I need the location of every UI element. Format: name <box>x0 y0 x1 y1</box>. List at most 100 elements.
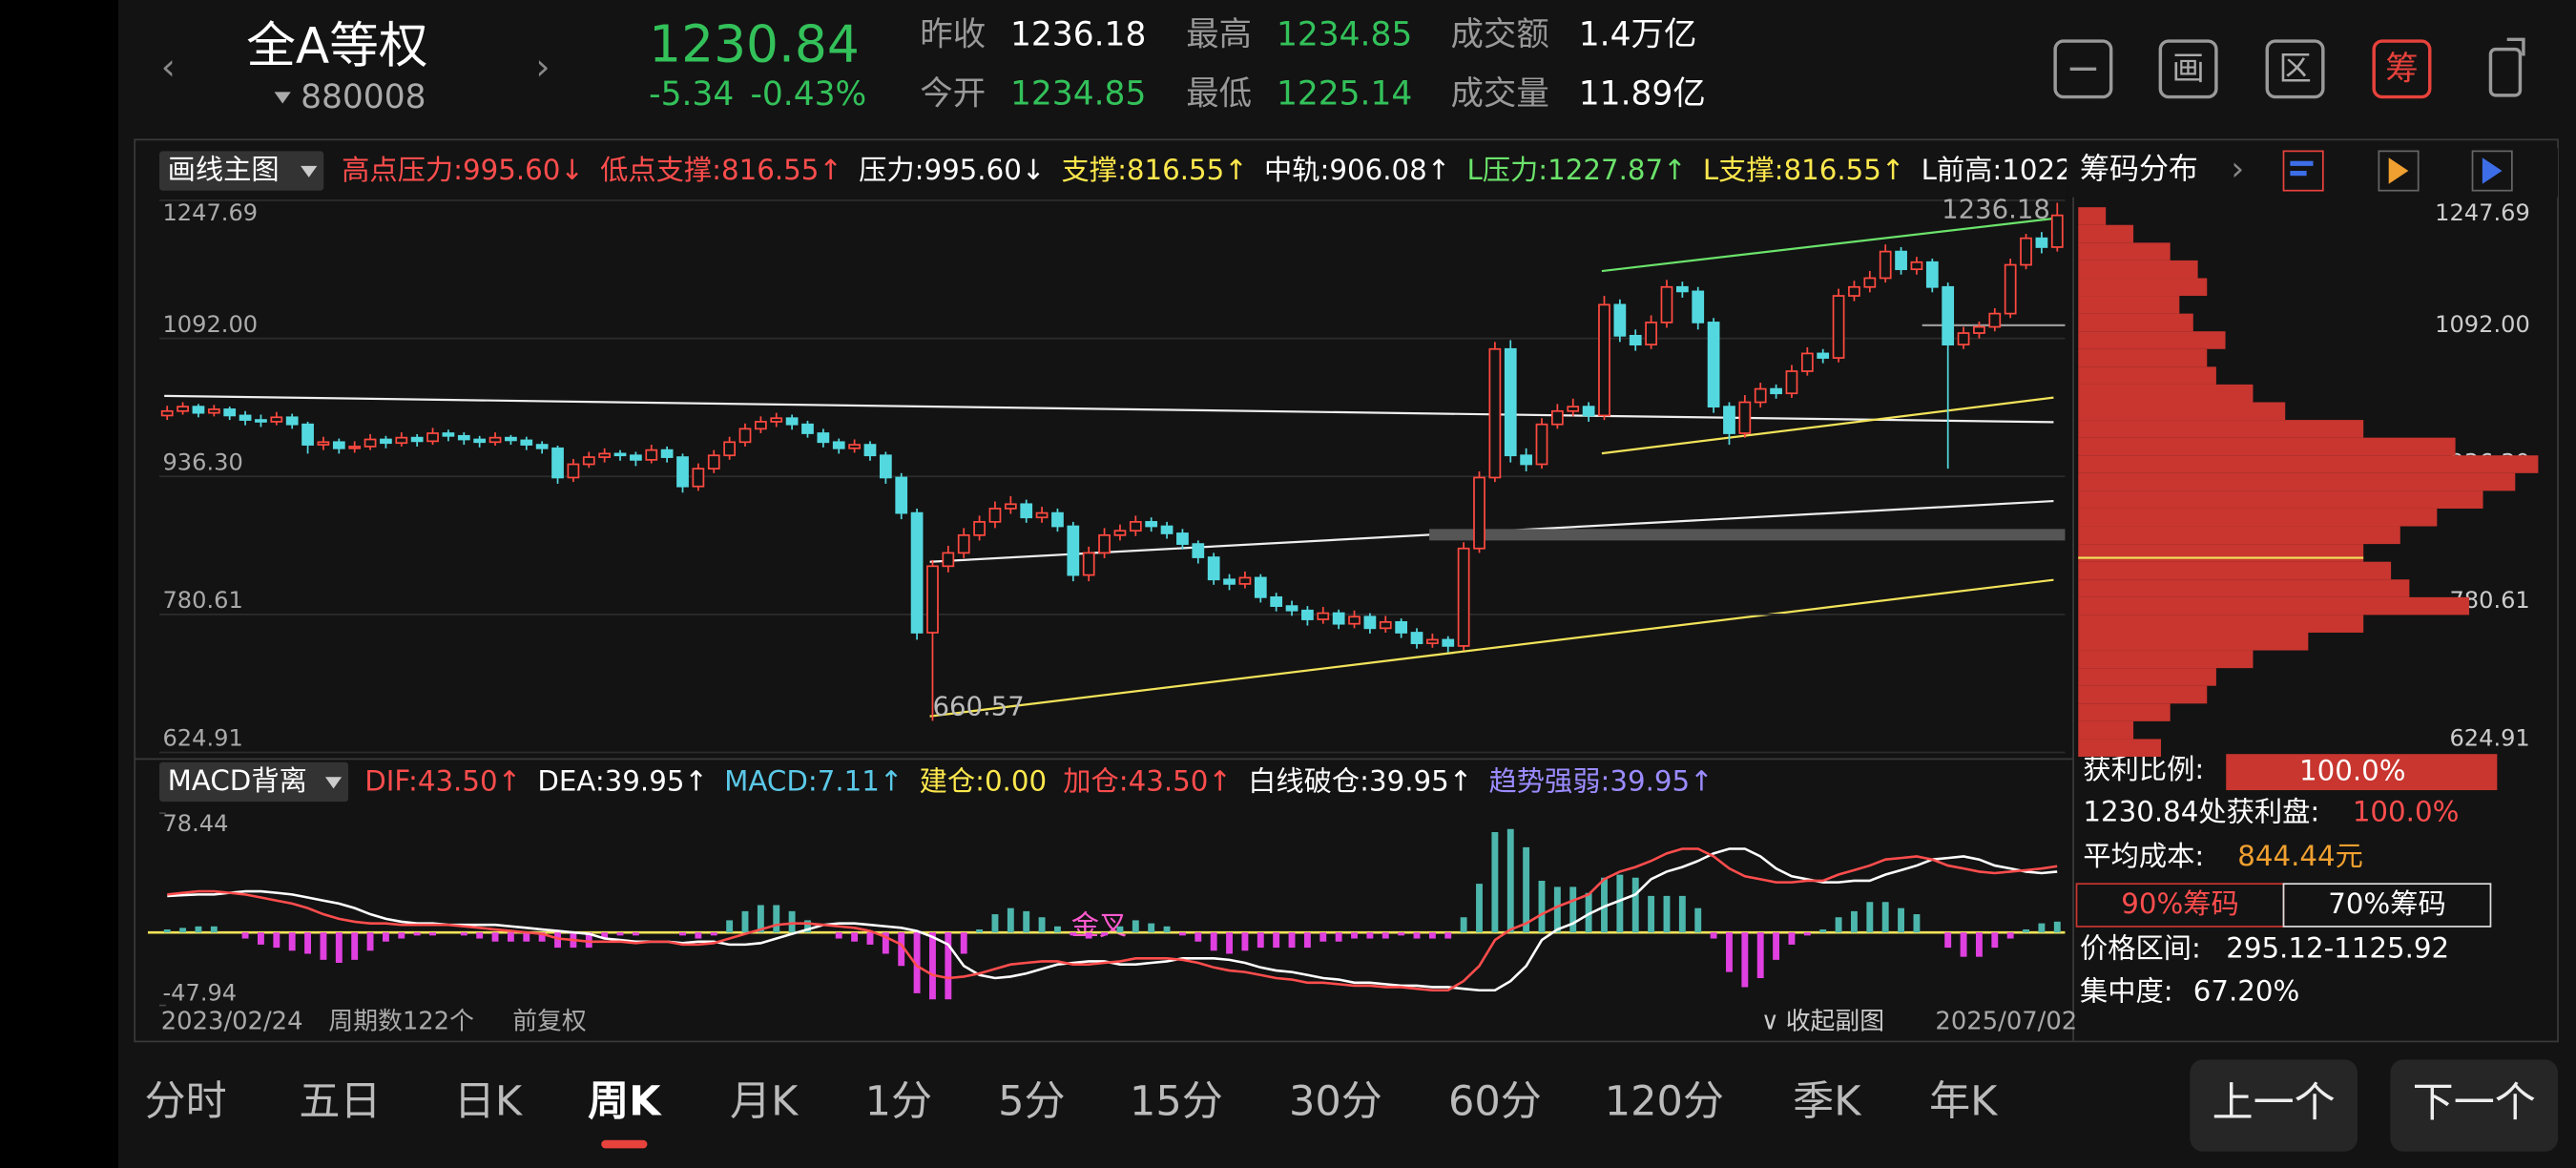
nav-button[interactable] <box>2390 1059 2559 1152</box>
period-tab[interactable]: 15分 <box>1130 1077 1223 1125</box>
prev-arrow[interactable]: ‹ <box>161 46 176 88</box>
dropdown-icon <box>301 165 318 177</box>
candle-body <box>1895 250 1907 271</box>
header-icon: 区 <box>2278 51 2311 89</box>
period-tab[interactable]: 1分 <box>865 1077 932 1125</box>
candle-body <box>457 434 470 441</box>
chip-icon[interactable] <box>2282 150 2324 192</box>
candle-body <box>1004 503 1017 510</box>
candle-body <box>1754 387 1767 404</box>
period-tab[interactable]: 120分 <box>1605 1077 1724 1125</box>
stat-label: 最高 <box>1186 15 1252 53</box>
right-title-bg <box>2067 147 2559 198</box>
dropdown-icon[interactable] <box>274 92 291 104</box>
phone-icon-arrow <box>2506 37 2525 56</box>
period-tab[interactable]: 五日 <box>299 1077 381 1125</box>
candle-body <box>1379 620 1392 630</box>
period-tab[interactable]: 日K <box>454 1077 524 1125</box>
chip-70-label[interactable]: 70%筹码 <box>2328 887 2446 920</box>
index-name: 全A等权 <box>246 18 427 75</box>
y-tick-label: 624.91 <box>162 725 242 752</box>
nav-button-label[interactable]: 下一个 <box>2413 1079 2536 1127</box>
candle-body <box>255 419 267 423</box>
candle-body <box>364 438 377 448</box>
period-tab[interactable]: 季K <box>1793 1077 1862 1125</box>
candle-body <box>332 441 345 449</box>
chip-y-tick-label: 1092.00 <box>2435 311 2530 338</box>
indicator-button-label[interactable]: 画线主图 <box>168 154 280 186</box>
indicator-item: 加仓:43.50↑ <box>1063 764 1232 797</box>
chip-summary: 获利比例: 100.0% 1230.84处获利盘: 100.0% 平均成本: 8… <box>2075 753 2498 1007</box>
icon-box[interactable] <box>2372 39 2432 99</box>
candle-body <box>1254 576 1267 598</box>
candle-body <box>160 409 174 417</box>
nav-button-label[interactable]: 上一个 <box>2212 1079 2336 1127</box>
left-strip <box>0 0 118 1168</box>
profit-at: 100.0% <box>2353 796 2460 828</box>
indicator-item: 支撑:816.55↑ <box>1062 154 1248 186</box>
period-tab[interactable]: 分时 <box>145 1077 227 1125</box>
period-tab[interactable]: 月K <box>730 1077 800 1125</box>
period-tab[interactable]: 年K <box>1929 1077 1999 1125</box>
candle-body <box>1848 285 1860 297</box>
chip-icon[interactable] <box>2378 150 2420 192</box>
collapse-icon: ∨ <box>1761 1007 1779 1035</box>
collapse-subchart[interactable]: 收起副图 <box>1786 1007 1884 1035</box>
candle-body <box>1817 352 1830 359</box>
period-tab[interactable]: 5分 <box>998 1077 1065 1125</box>
chip-90-label[interactable]: 90%筹码 <box>2121 887 2239 920</box>
candle-body <box>1207 556 1220 581</box>
indicator-item: 趋势强弱:39.95↑ <box>1489 764 1714 797</box>
candle-body <box>1707 322 1720 408</box>
candle-body <box>1660 285 1673 323</box>
chip-arrow[interactable]: › <box>2231 151 2244 189</box>
chart-frame <box>134 138 2559 1043</box>
indicator-button-label[interactable]: MACD背离 <box>168 764 307 797</box>
candle-body <box>630 454 642 461</box>
candle-body <box>1723 406 1735 434</box>
candle-body <box>770 417 783 423</box>
band <box>1429 529 2066 541</box>
indicator-button[interactable] <box>159 761 349 803</box>
chip-bar <box>2078 278 2208 297</box>
low-label: 660.57 <box>932 692 1024 722</box>
chip-bar <box>2078 596 2470 615</box>
next-arrow[interactable]: › <box>535 46 550 88</box>
candle-body <box>723 441 736 457</box>
candle-body <box>1067 525 1080 576</box>
candle-body <box>223 408 237 417</box>
change: -5.34 <box>649 74 734 113</box>
dif-line <box>167 847 2058 992</box>
period-tab[interactable]: 周K <box>588 1077 662 1125</box>
x-end-date: 2025/07/02 <box>1935 1007 2077 1035</box>
tab-underline <box>601 1139 648 1149</box>
candle-body <box>1176 532 1189 545</box>
icon-box[interactable] <box>2265 39 2325 99</box>
candle-body <box>1692 290 1705 323</box>
indicator-button[interactable] <box>159 151 324 191</box>
candle-body <box>505 436 517 442</box>
chip-70-button[interactable] <box>2282 883 2492 928</box>
candle-body <box>613 452 627 457</box>
candle-body <box>348 446 362 449</box>
indicator-item: 建仓:0.00 <box>920 764 1048 797</box>
period-tab[interactable]: 60分 <box>1448 1077 1542 1125</box>
stat-label: 最低 <box>1186 74 1252 113</box>
chip-bar <box>2078 703 2171 721</box>
stat-label: 今开 <box>920 74 986 113</box>
phone-icon[interactable] <box>2488 47 2523 97</box>
chip-icon[interactable] <box>2471 150 2513 192</box>
candle-body <box>645 448 658 461</box>
candle-body <box>942 552 955 568</box>
avg-cost-label: 平均成本: <box>2083 840 2204 872</box>
candle-body <box>1317 612 1330 620</box>
candle-body <box>707 454 720 470</box>
price-plot: 1247.69 1092.00 936.30 780.61 624.91 660.57 12… <box>159 195 2066 754</box>
icon-box[interactable] <box>2053 39 2113 99</box>
profit-ratio-bar <box>2226 754 2498 791</box>
icon-box[interactable] <box>2158 39 2218 99</box>
candle-body <box>1567 406 1580 412</box>
nav-button[interactable] <box>2190 1059 2358 1152</box>
period-tab[interactable]: 30分 <box>1289 1077 1382 1125</box>
chip-icon-part <box>2388 157 2409 184</box>
